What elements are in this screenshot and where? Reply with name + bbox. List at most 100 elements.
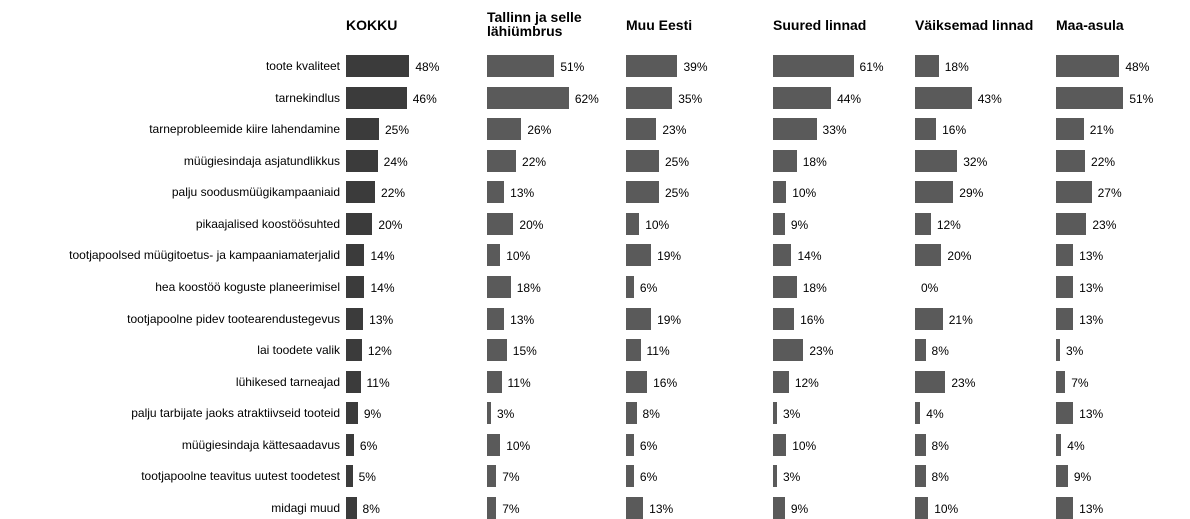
data-label: 13%: [1079, 312, 1104, 327]
data-label: 11%: [646, 344, 670, 359]
data-label: 43%: [977, 91, 1002, 106]
data-label: 22%: [381, 186, 406, 201]
data-label: 9%: [790, 217, 809, 232]
bar: [1056, 402, 1074, 425]
panel-title: Tallinn ja selle lähiümbrus: [487, 9, 582, 39]
data-label: 8%: [931, 438, 949, 453]
bar: [346, 149, 378, 172]
panel-title: Maa-asula: [1056, 17, 1124, 33]
panel-title: KOKKU: [346, 17, 398, 33]
bar: [915, 370, 946, 393]
bar: [487, 244, 501, 267]
category-label: müügiesindaja asjatundlikkus: [183, 153, 340, 168]
data-label: 8%: [931, 470, 949, 485]
data-label: 9%: [363, 407, 382, 422]
data-label: 29%: [959, 186, 984, 201]
data-label: 48%: [1125, 60, 1150, 74]
data-label: 39%: [683, 60, 708, 74]
data-label: 4%: [926, 407, 944, 422]
data-label: 10%: [506, 249, 531, 264]
data-label: 14%: [370, 249, 395, 264]
bar: [626, 181, 659, 204]
bar: [773, 307, 795, 330]
data-label: 11%: [366, 375, 390, 390]
bar: [487, 149, 517, 172]
data-label: 10%: [792, 186, 817, 201]
data-label: 3%: [782, 470, 801, 485]
bar: [487, 496, 497, 519]
data-label: 14%: [797, 249, 822, 264]
bar: [487, 402, 491, 425]
bar: [487, 55, 555, 77]
data-label: 13%: [649, 501, 674, 516]
data-label: 13%: [369, 312, 394, 327]
bar: [1056, 465, 1068, 488]
bar: [626, 465, 634, 488]
bar: [915, 465, 926, 488]
bar: [626, 118, 657, 141]
category-label: lai toodete valik: [257, 343, 340, 358]
bar: [915, 149, 958, 172]
data-label: 25%: [665, 154, 690, 169]
bar: [915, 433, 926, 456]
bar: [487, 118, 522, 141]
data-label: 21%: [1089, 123, 1114, 138]
bar: [487, 275, 511, 298]
bar: [487, 307, 505, 330]
data-label: 9%: [790, 501, 809, 516]
bar: [915, 496, 929, 519]
bar: [626, 149, 659, 172]
category-label: tootjapoolne teavitus uutest toodetest: [141, 469, 340, 484]
data-label: 18%: [944, 60, 969, 74]
bar: [773, 181, 787, 204]
data-label: 4%: [1067, 438, 1085, 453]
bar: [346, 402, 358, 425]
data-label: 22%: [522, 154, 547, 169]
data-label: 48%: [415, 60, 440, 74]
data-label: 10%: [506, 438, 531, 453]
bar: [346, 212, 373, 235]
bar: [1056, 433, 1062, 456]
data-label: 26%: [527, 123, 552, 138]
bar: [773, 212, 785, 235]
category-label: müügiesindaja kättesaadavus: [181, 437, 340, 452]
data-label: 6%: [359, 438, 378, 453]
data-label: 51%: [560, 60, 585, 74]
bar: [346, 496, 357, 519]
bar: [487, 86, 569, 109]
data-label: 16%: [653, 375, 678, 390]
bar: [915, 212, 931, 235]
data-label: 6%: [639, 470, 658, 485]
bar: [773, 339, 804, 362]
data-label: 18%: [802, 154, 827, 169]
bar: [1056, 118, 1084, 141]
data-label: 16%: [800, 312, 825, 327]
category-label: lühikesed tarneajad: [235, 374, 340, 389]
data-label: 18%: [802, 280, 827, 295]
bar: [487, 370, 502, 393]
bar: [487, 212, 514, 235]
data-label: 32%: [963, 154, 988, 169]
data-label: 13%: [1079, 249, 1104, 264]
data-label: 6%: [639, 280, 658, 295]
bar: [1056, 55, 1120, 77]
data-label: 0%: [921, 280, 939, 295]
data-label: 12%: [794, 375, 819, 390]
data-label: 13%: [510, 186, 535, 201]
data-label: 27%: [1097, 186, 1122, 201]
bar: [915, 402, 921, 425]
bar: [1056, 181, 1092, 204]
data-label: 8%: [362, 501, 380, 516]
bar: [346, 244, 365, 267]
data-label: 24%: [383, 154, 408, 169]
data-label: 19%: [657, 249, 682, 264]
bar: [773, 118, 817, 141]
bar: [346, 307, 364, 330]
data-label: 20%: [947, 249, 972, 264]
bar: [915, 181, 954, 204]
bar: [773, 275, 797, 298]
category-label: tarneprobleemide kiire lahendamine: [149, 122, 340, 137]
bar: [1056, 275, 1074, 298]
bar: [346, 86, 407, 109]
